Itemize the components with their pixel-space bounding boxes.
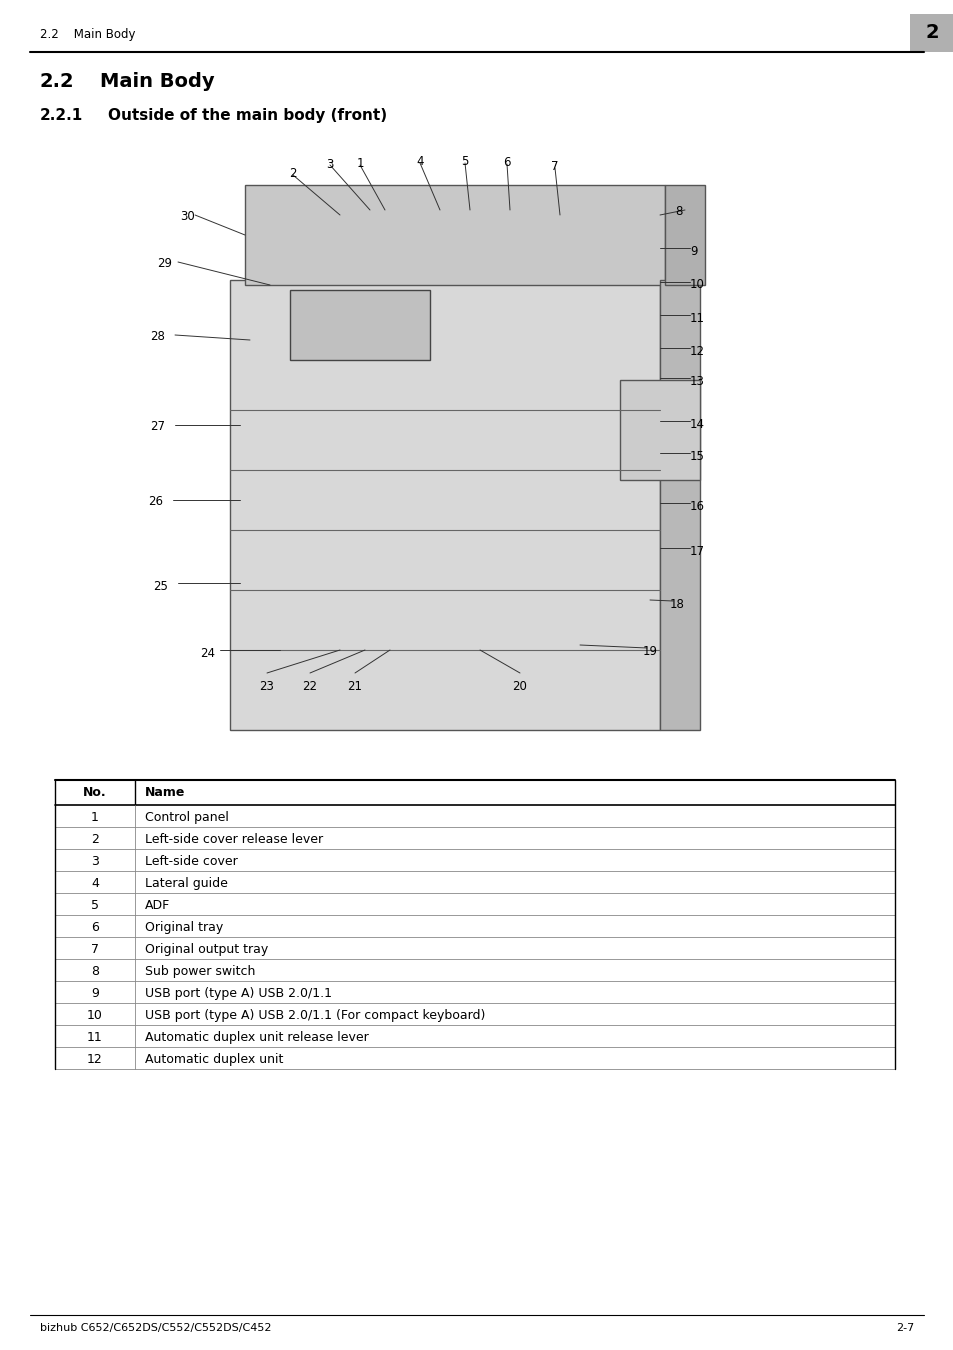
Text: 20: 20 <box>512 680 527 693</box>
Text: 25: 25 <box>153 580 168 593</box>
Text: 24: 24 <box>200 647 214 660</box>
Bar <box>55 780 894 805</box>
Text: 27: 27 <box>150 420 165 433</box>
Text: 2: 2 <box>924 23 938 42</box>
Text: 13: 13 <box>689 375 704 387</box>
Text: 26: 26 <box>148 495 163 508</box>
Text: Automatic duplex unit: Automatic duplex unit <box>145 1053 283 1066</box>
Text: 7: 7 <box>91 944 99 956</box>
Text: Outside of the main body (front): Outside of the main body (front) <box>108 108 387 123</box>
Text: 2: 2 <box>289 167 296 180</box>
Text: 16: 16 <box>689 500 704 513</box>
Text: 1: 1 <box>91 811 99 824</box>
Text: 3: 3 <box>91 855 99 868</box>
Text: Automatic duplex unit release lever: Automatic duplex unit release lever <box>145 1031 369 1044</box>
Text: 2-7: 2-7 <box>895 1323 913 1332</box>
Text: 2: 2 <box>91 833 99 846</box>
Text: 4: 4 <box>416 155 423 167</box>
Text: 1: 1 <box>355 157 363 170</box>
Bar <box>290 290 430 360</box>
Text: 6: 6 <box>503 157 510 169</box>
Text: 12: 12 <box>87 1053 103 1066</box>
Text: 15: 15 <box>689 450 704 463</box>
Text: 8: 8 <box>675 205 681 217</box>
Text: bizhub C652/C652DS/C552/C552DS/C452: bizhub C652/C652DS/C552/C552DS/C452 <box>40 1323 272 1332</box>
Text: 18: 18 <box>669 598 684 612</box>
Text: USB port (type A) USB 2.0/1.1 (For compact keyboard): USB port (type A) USB 2.0/1.1 (For compa… <box>145 1008 485 1022</box>
Text: 7: 7 <box>551 161 558 173</box>
Text: 22: 22 <box>302 680 317 693</box>
Text: 9: 9 <box>91 987 99 1000</box>
Text: Left-side cover release lever: Left-side cover release lever <box>145 833 323 846</box>
Text: 10: 10 <box>689 278 704 292</box>
Text: Left-side cover: Left-side cover <box>145 855 237 868</box>
Text: 12: 12 <box>689 346 704 358</box>
Text: No.: No. <box>83 786 107 799</box>
Bar <box>909 14 953 53</box>
Text: 2.2: 2.2 <box>40 72 74 90</box>
Bar <box>245 185 664 285</box>
Text: Lateral guide: Lateral guide <box>145 878 228 890</box>
Text: 11: 11 <box>87 1031 103 1044</box>
Text: Sub power switch: Sub power switch <box>145 965 255 977</box>
Text: Original output tray: Original output tray <box>145 944 268 956</box>
Bar <box>659 279 700 730</box>
Bar <box>619 379 700 481</box>
Text: 29: 29 <box>157 256 172 270</box>
Text: Main Body: Main Body <box>100 72 214 90</box>
Text: 2.2.1: 2.2.1 <box>40 108 83 123</box>
Text: 9: 9 <box>689 244 697 258</box>
Text: 2.2    Main Body: 2.2 Main Body <box>40 28 135 40</box>
Text: Control panel: Control panel <box>145 811 229 824</box>
Text: 5: 5 <box>91 899 99 913</box>
Bar <box>230 279 659 730</box>
Text: 10: 10 <box>87 1008 103 1022</box>
Text: Original tray: Original tray <box>145 921 223 934</box>
Text: 28: 28 <box>150 329 165 343</box>
Text: 5: 5 <box>461 155 468 167</box>
Text: ADF: ADF <box>145 899 170 913</box>
Text: 21: 21 <box>347 680 362 693</box>
Text: 4: 4 <box>91 878 99 890</box>
Text: 3: 3 <box>326 158 334 171</box>
Text: 8: 8 <box>91 965 99 977</box>
Bar <box>664 185 704 285</box>
Text: 19: 19 <box>642 645 658 657</box>
Text: 30: 30 <box>180 211 194 223</box>
Text: Name: Name <box>145 786 185 799</box>
Text: 11: 11 <box>689 312 704 325</box>
Text: USB port (type A) USB 2.0/1.1: USB port (type A) USB 2.0/1.1 <box>145 987 332 1000</box>
Text: 17: 17 <box>689 545 704 558</box>
Text: 23: 23 <box>259 680 274 693</box>
Text: 6: 6 <box>91 921 99 934</box>
Text: 14: 14 <box>689 418 704 431</box>
